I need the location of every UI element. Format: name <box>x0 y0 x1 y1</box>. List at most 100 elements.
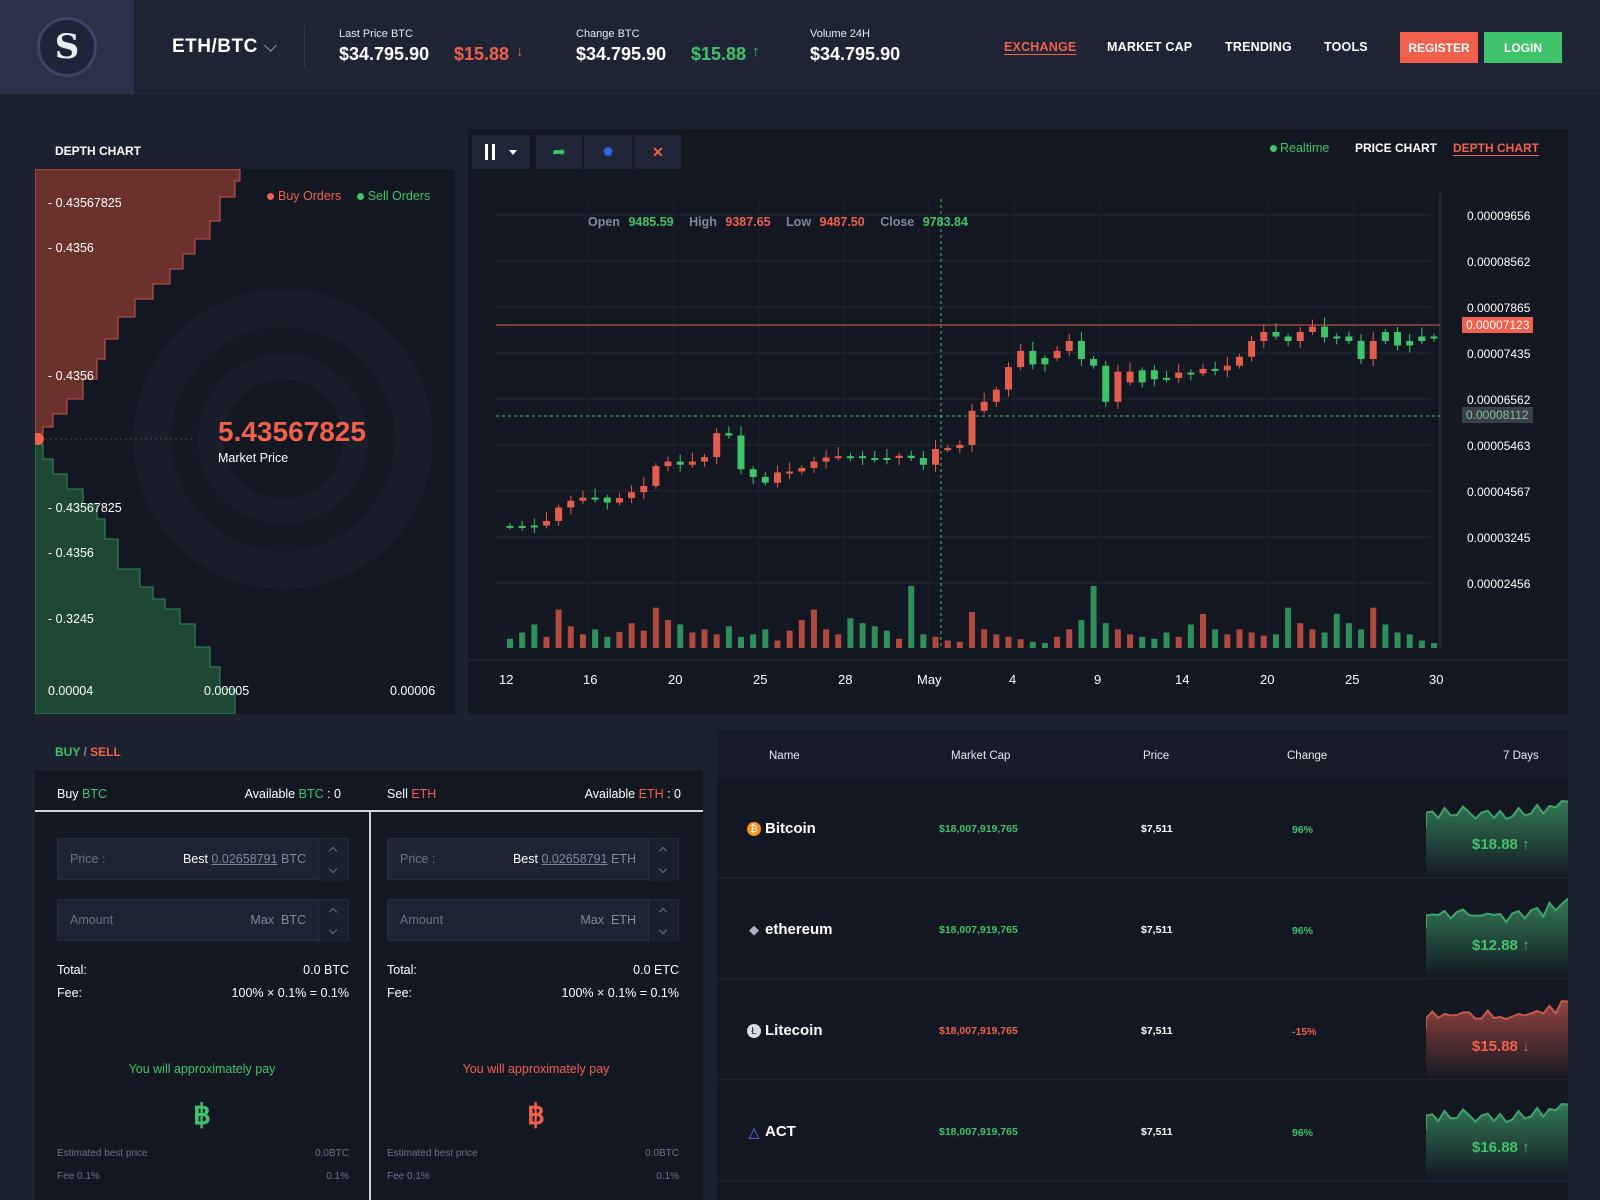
market-row-ethereum[interactable]: ◆ ethereum $18,007,919,765 $7,511 96% $1… <box>717 879 1568 979</box>
sparkline-value: $12.88 ↑ <box>1472 937 1530 954</box>
best-price-link[interactable]: 0.02658791 <box>211 852 278 866</box>
candle <box>1272 332 1280 337</box>
depth-x-label: 0.00004 <box>48 684 94 698</box>
x-tick-label: 12 <box>499 672 514 687</box>
ohlc-readout: Open 9485.59 High 9387.65 Low 9487.50 Cl… <box>588 215 968 229</box>
share-icon[interactable]: ➦ <box>536 135 582 169</box>
price-stepper[interactable] <box>318 839 348 881</box>
market-price-marker[interactable] <box>35 433 44 445</box>
amount-stepper[interactable] <box>648 900 678 942</box>
best-price-link[interactable]: 0.02658791 <box>541 852 608 866</box>
chart-type-button[interactable] <box>472 135 530 169</box>
candle <box>846 456 854 459</box>
column-header-change[interactable]: Change <box>1287 750 1328 762</box>
candle <box>688 461 696 465</box>
sell-available: Available ETH : 0 <box>585 787 681 801</box>
arrow-up-icon: ↑ <box>752 43 760 60</box>
tab-price-chart[interactable]: PRICE CHART <box>1355 141 1438 155</box>
login-button[interactable]: LOGIN <box>1484 32 1562 63</box>
buy-available: Available BTC : 0 <box>245 787 341 801</box>
amount-placeholder: Amount <box>400 913 444 927</box>
sell-price-field[interactable]: Price : Best 0.02658791 ETH <box>387 838 679 881</box>
volume-bar <box>1333 613 1340 648</box>
volume-bar <box>1139 636 1146 648</box>
price-value: $7,511 <box>1141 1025 1173 1037</box>
buy-price-field[interactable]: Price : Best 0.02658791 BTC <box>57 838 349 881</box>
sparkline-line <box>1426 799 1568 827</box>
y-tick-label: 0.00003245 <box>1467 531 1531 545</box>
column-header-price[interactable]: Price <box>1143 750 1170 762</box>
market-cap-value: $18,007,919,765 <box>939 924 1018 936</box>
column-header-name[interactable]: Name <box>769 750 800 762</box>
candle <box>907 455 915 458</box>
estimated-price-label: Estimated best price <box>57 1148 148 1159</box>
buy-title[interactable]: BUY <box>55 745 81 759</box>
chevron-down-icon[interactable] <box>658 925 668 935</box>
max-label[interactable]: Max <box>580 913 605 927</box>
chevron-down-icon[interactable] <box>328 864 338 874</box>
logo-icon[interactable]: S <box>37 17 97 77</box>
chevron-up-icon[interactable] <box>658 846 668 856</box>
candle <box>1406 341 1414 346</box>
settings-icon[interactable]: ✹ <box>584 135 632 169</box>
market-row-act[interactable]: △ ACT $18,007,919,765 $7,511 96% $16.88 … <box>717 1081 1568 1181</box>
depth-legend: Buy Orders Sell Orders <box>267 189 430 203</box>
chevron-up-icon[interactable] <box>658 907 668 917</box>
candle <box>1235 356 1243 366</box>
market-row-bitcoin[interactable]: ₿ Bitcoin $18,007,919,765 $7,511 96% $18… <box>717 778 1568 878</box>
chevron-down-icon[interactable] <box>264 39 277 52</box>
depth-label: - 0.43567825 <box>48 196 122 210</box>
chevron-up-icon[interactable] <box>328 846 338 856</box>
candle <box>725 433 733 436</box>
fee-small-label: Fee 0.1% <box>57 1171 100 1182</box>
volume-bar <box>786 630 793 648</box>
depth-label: - 0.43567825 <box>48 501 122 515</box>
bitcoin-currency-icon: ฿ <box>527 1099 545 1130</box>
sparkline-value: $18.88 ↑ <box>1472 836 1530 853</box>
nav-exchange[interactable]: EXCHANGE <box>1004 40 1077 54</box>
candle <box>1065 341 1073 351</box>
nav-tools[interactable]: TOOLS <box>1324 40 1368 54</box>
tab-depth-chart[interactable]: DEPTH CHART <box>1453 141 1539 155</box>
volume-bar <box>847 618 854 648</box>
chevron-down-icon[interactable] <box>328 925 338 935</box>
market-row-partial[interactable] <box>717 1182 1568 1200</box>
pair-selector[interactable]: ETH/BTC <box>172 36 258 57</box>
price-chart-panel: ➦ ✹ ✕ Realtime PRICE CHART DEPTH CHART O… <box>468 129 1568 714</box>
candle <box>883 458 891 460</box>
candle <box>786 471 794 474</box>
coin-name: ACT <box>765 1123 796 1140</box>
available-label: Available <box>584 787 636 801</box>
price-stepper[interactable] <box>648 839 678 881</box>
amount-stepper[interactable] <box>318 900 348 942</box>
volume-bar <box>956 641 963 648</box>
candlestick-icon <box>485 144 495 160</box>
column-header-7-days[interactable]: 7 Days <box>1503 750 1539 762</box>
sell-title[interactable]: SELL <box>90 745 121 759</box>
chevron-down-icon[interactable] <box>658 864 668 874</box>
volume-bar <box>616 631 623 648</box>
fullscreen-icon[interactable]: ✕ <box>635 135 681 169</box>
nav-trending[interactable]: TRENDING <box>1225 40 1292 54</box>
nav-market-cap[interactable]: MARKET CAP <box>1107 40 1193 54</box>
total-label: Total: <box>57 963 87 977</box>
y-tick-label: 0.00004567 <box>1467 485 1531 499</box>
sell-amount-field[interactable]: Amount Max ETH <box>387 899 679 942</box>
register-button[interactable]: REGISTER <box>1400 32 1478 63</box>
depth-label: - 0.3245 <box>48 612 94 626</box>
candle <box>1029 350 1037 365</box>
volume-bar <box>1345 623 1352 648</box>
arrow-up-icon: ↑ <box>1522 836 1530 853</box>
coin-name: Litecoin <box>765 1022 823 1039</box>
chevron-up-icon[interactable] <box>328 907 338 917</box>
candle <box>1394 332 1402 346</box>
realtime-indicator: Realtime <box>1270 141 1329 155</box>
market-row-litecoin[interactable]: Ł Litecoin $18,007,919,765 $7,511 -15% $… <box>717 980 1568 1080</box>
volume-bar <box>677 624 684 648</box>
candle <box>834 456 842 459</box>
column-header-market-cap[interactable]: Market Cap <box>951 750 1011 762</box>
estimated-price-value: 0.0BTC <box>315 1148 349 1159</box>
buy-amount-field[interactable]: Amount Max BTC <box>57 899 349 942</box>
candle <box>1211 368 1219 371</box>
max-label[interactable]: Max <box>250 913 275 927</box>
